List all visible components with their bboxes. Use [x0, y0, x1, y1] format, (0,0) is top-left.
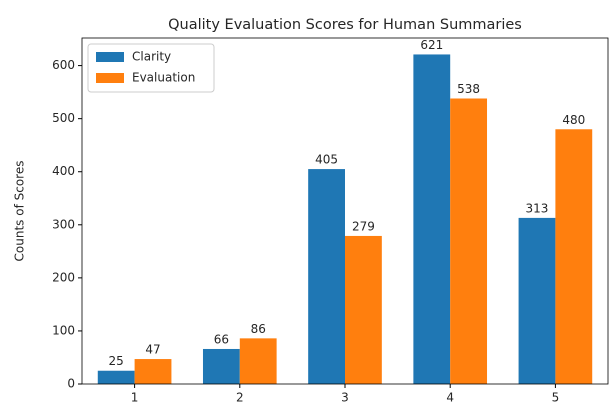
- data-label: 538: [457, 82, 480, 96]
- x-tick-label: 4: [446, 391, 454, 405]
- bar: [239, 338, 277, 384]
- data-label: 279: [352, 219, 375, 233]
- y-tick-label: 100: [52, 323, 75, 337]
- bar: [450, 98, 488, 384]
- y-tick-label: 400: [52, 164, 75, 178]
- data-label: 47: [145, 343, 160, 357]
- data-label: 66: [214, 332, 229, 346]
- plot-frame: [81, 37, 609, 385]
- legend-label: Evaluation: [132, 71, 195, 85]
- y-tick-label: 500: [52, 111, 75, 125]
- x-tick-label: 3: [341, 391, 349, 405]
- legend: Clarity Evaluation: [87, 43, 215, 93]
- legend-label: Clarity: [132, 50, 171, 64]
- bar: [97, 370, 135, 384]
- data-label: 405: [315, 153, 338, 167]
- bar: [345, 235, 382, 384]
- y-tick-label: 0: [67, 377, 75, 391]
- bar: [518, 217, 556, 384]
- data-label: 313: [526, 201, 549, 215]
- x-tick-label: 2: [236, 391, 244, 405]
- bar: [555, 129, 593, 384]
- chart-title: Quality Evaluation Scores for Human Summ…: [168, 17, 522, 33]
- x-tick-label: 1: [131, 391, 139, 405]
- bar: [202, 348, 240, 384]
- bar: [134, 359, 172, 384]
- bar: [308, 169, 345, 384]
- y-tick-label: 300: [52, 217, 75, 231]
- y-axis-label: Counts of Scores: [13, 161, 27, 262]
- legend-swatch: [96, 52, 124, 62]
- bar: [413, 54, 451, 384]
- y-tick-label: 600: [52, 58, 75, 72]
- x-tick-label: 5: [552, 391, 560, 405]
- data-label: 480: [562, 113, 585, 127]
- legend-swatch: [96, 73, 124, 83]
- data-label: 621: [420, 38, 443, 52]
- data-label: 86: [251, 322, 266, 336]
- y-tick-label: 200: [52, 270, 75, 284]
- data-label: 25: [109, 354, 124, 368]
